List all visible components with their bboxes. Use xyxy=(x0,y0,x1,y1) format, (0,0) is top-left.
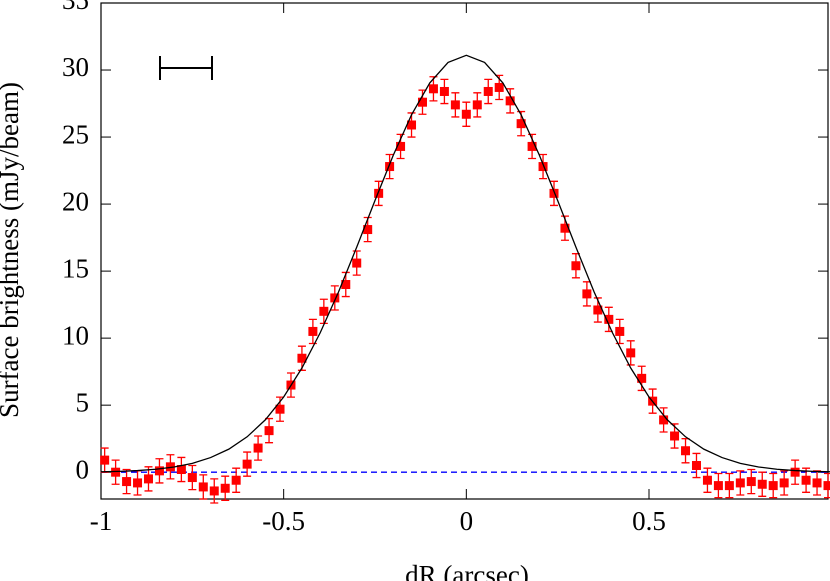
data-point xyxy=(187,473,197,483)
data-point xyxy=(417,97,427,107)
y-tick-label: 25 xyxy=(62,119,89,149)
data-point xyxy=(374,188,384,198)
data-point xyxy=(483,86,493,96)
data-point xyxy=(626,348,636,358)
data-point xyxy=(111,467,121,477)
data-point xyxy=(220,483,230,493)
data-point xyxy=(549,188,559,198)
data-point xyxy=(209,486,219,496)
model-curve xyxy=(100,54,830,473)
data-point xyxy=(407,120,417,130)
y-tick-label: 5 xyxy=(76,387,90,417)
data-point xyxy=(516,119,526,129)
data-point xyxy=(637,373,647,383)
data-point xyxy=(330,293,340,303)
data-point xyxy=(143,474,153,484)
data-point xyxy=(450,100,460,110)
data-point xyxy=(308,326,318,336)
data-point xyxy=(253,443,263,453)
data-point xyxy=(154,466,164,476)
data-point xyxy=(757,479,767,489)
y-tick-label: 15 xyxy=(62,253,89,283)
data-point xyxy=(527,141,537,151)
data-point xyxy=(439,86,449,96)
data-point xyxy=(133,478,143,488)
data-point xyxy=(472,100,482,110)
data-point xyxy=(231,475,241,485)
y-axis-label: Surface brightness (mJy/beam) xyxy=(0,82,24,418)
x-tick-label: 0 xyxy=(460,506,474,536)
data-point xyxy=(790,467,800,477)
y-tick-label: 30 xyxy=(62,52,89,82)
data-point xyxy=(670,431,680,441)
data-point xyxy=(615,326,625,336)
data-point xyxy=(352,258,362,268)
x-axis-label: dR (arcsec) xyxy=(405,560,529,581)
data-point xyxy=(319,306,329,316)
data-point xyxy=(702,475,712,485)
data-point xyxy=(746,477,756,487)
data-point xyxy=(560,223,570,233)
data-point xyxy=(681,446,691,456)
data-point xyxy=(198,482,208,492)
data-point xyxy=(538,162,548,172)
data-point xyxy=(724,481,734,491)
beam-size xyxy=(159,56,213,80)
data-point xyxy=(297,353,307,363)
data-point xyxy=(505,96,515,106)
y-tick-label: 10 xyxy=(62,320,89,350)
data-point xyxy=(593,305,603,315)
y-tick-label: 35 xyxy=(62,0,89,15)
data-point xyxy=(176,465,186,475)
data-point xyxy=(396,141,406,151)
data-point xyxy=(812,478,822,488)
data-point xyxy=(823,481,830,491)
data-point xyxy=(428,84,438,94)
data-point xyxy=(571,261,581,271)
data-point xyxy=(242,459,252,469)
data-point xyxy=(713,481,723,491)
data-point xyxy=(768,481,778,491)
x-tick-label: -1 xyxy=(90,506,113,536)
data-point xyxy=(100,455,110,465)
data-point xyxy=(122,477,132,487)
data-point xyxy=(461,109,471,119)
data-point xyxy=(385,162,395,172)
data-point xyxy=(801,475,811,485)
x-tick-label: -0.5 xyxy=(262,506,305,536)
data-point xyxy=(691,460,701,470)
x-tick-label: 0.5 xyxy=(632,506,666,536)
data-point xyxy=(363,225,373,235)
data-point xyxy=(604,314,614,324)
data-point xyxy=(779,478,789,488)
y-tick-label: 20 xyxy=(62,186,89,216)
data-point xyxy=(341,280,351,290)
data-point xyxy=(275,404,285,414)
data-point xyxy=(582,289,592,299)
data-point xyxy=(264,426,274,436)
data-point xyxy=(494,82,504,92)
data-point xyxy=(659,415,669,425)
data-point xyxy=(735,478,745,488)
y-tick-label: 0 xyxy=(76,454,90,484)
plot-frame xyxy=(100,2,829,500)
